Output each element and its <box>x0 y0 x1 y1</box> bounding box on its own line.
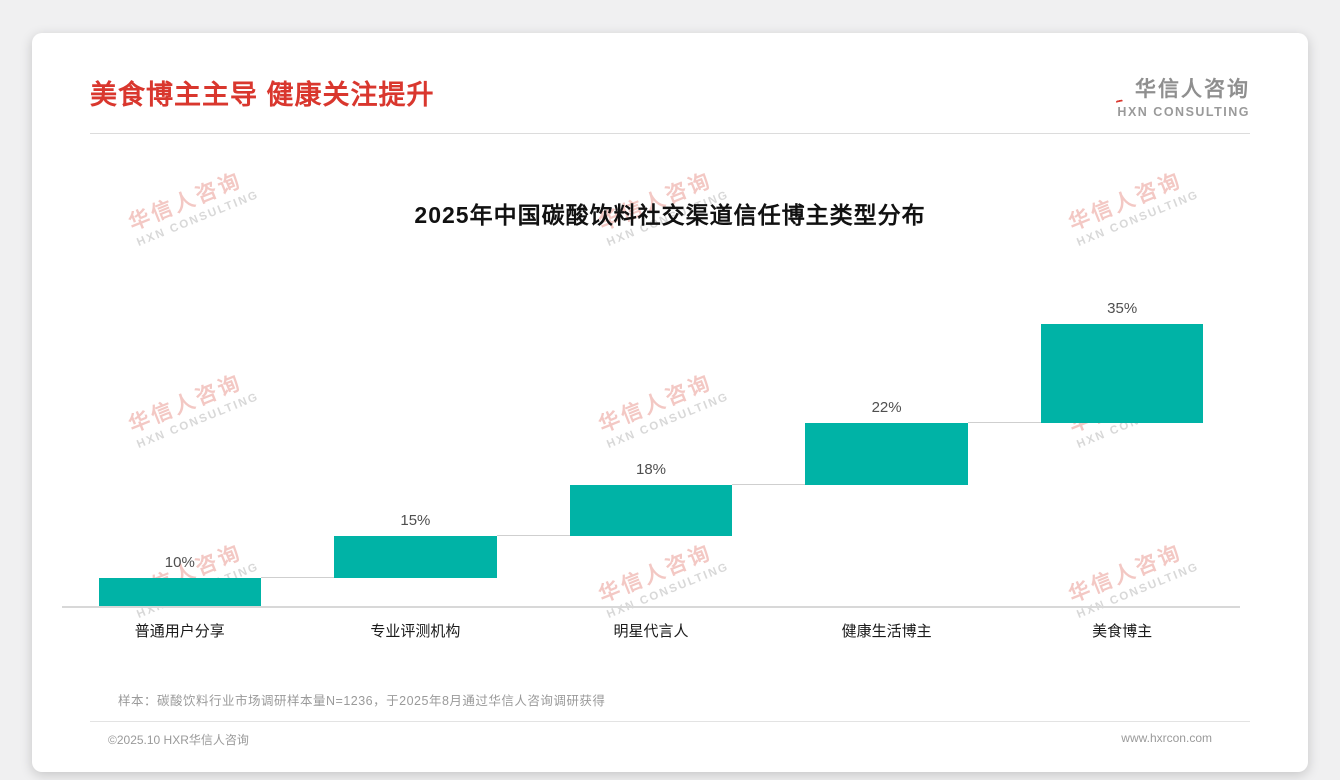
footer-copyright: ©2025.10 HXR华信人咨询 <box>108 733 249 747</box>
header-divider <box>90 133 1250 134</box>
waterfall-bar <box>569 484 733 536</box>
footer-website: www.hxrcon.com <box>1121 731 1212 745</box>
x-axis-category-label: 普通用户分享 <box>134 623 225 640</box>
sample-footnote: 样本：碳酸饮料行业市场调研样本量N=1236，于2025年8月通过华信人咨询调研… <box>118 694 606 708</box>
x-axis-category-label: 明星代言人 <box>613 623 689 640</box>
bar-value-label: 10% <box>164 553 195 571</box>
bar-value-label: 15% <box>400 511 431 529</box>
waterfall-bar <box>98 577 262 606</box>
page-title: 美食博主主导 健康关注提升 <box>90 80 435 110</box>
company-logo: 华信人咨询 HXN CONSULTING <box>1116 73 1250 119</box>
waterfall-plot: 10% 15% 18% 22% 35% <box>62 300 1240 608</box>
waterfall-bar <box>1040 324 1204 423</box>
bottom-block: 样本：碳酸饮料行业市场调研样本量N=1236，于2025年8月通过华信人咨询调研… <box>32 690 1308 772</box>
step-connector-line <box>967 421 1041 423</box>
footer-divider <box>90 721 1250 722</box>
bar-value-label: 18% <box>635 460 667 478</box>
x-axis-category-label: 美食博主 <box>1092 623 1153 640</box>
step-connector-line <box>496 534 570 536</box>
x-axis-category-label: 专业评测机构 <box>370 623 461 640</box>
bar-value-label: 35% <box>1107 300 1138 317</box>
logo-subtitle: HXN CONSULTING <box>1116 99 1250 119</box>
x-axis-labels: 普通用户分享 专业评测机构 明星代言人 健康生活博主 美食博主 <box>62 608 1240 640</box>
footer-row: ©2025.10 HXR华信人咨询 www.hxrcon.com <box>32 722 1308 772</box>
x-axis-category-label: 健康生活博主 <box>841 623 932 640</box>
logo-red-accent-icon <box>1116 99 1124 105</box>
step-connector-line <box>732 483 806 485</box>
logo-name: 华信人咨询 <box>1135 78 1250 101</box>
waterfall-bar <box>334 535 497 578</box>
chart-title: 2025年中国碳酸饮料社交渠道信任博主类型分布 <box>414 202 926 228</box>
waterfall-bar <box>805 422 968 485</box>
slide-header: 美食博主主导 健康关注提升 华信人咨询 HXN CONSULTING <box>32 33 1308 119</box>
step-connector-line <box>261 576 335 578</box>
slide-card: 华信人咨询 HXN CONSULTING 华信人咨询 HXN CONSULTING 华信… <box>32 33 1308 772</box>
bar-value-label: 22% <box>871 398 902 416</box>
